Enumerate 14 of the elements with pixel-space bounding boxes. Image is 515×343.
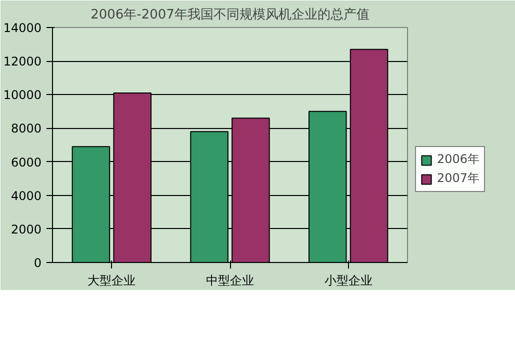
chart-title: 2006年-2007年我国不同规模风机企业的总产值 bbox=[90, 8, 370, 22]
y-tick-label: 0 bbox=[34, 256, 42, 270]
x-tick-label: 小型企业 bbox=[324, 274, 372, 288]
y-tick-label: 12000 bbox=[3, 54, 42, 69]
y-tick-label: 2000 bbox=[10, 222, 42, 236]
x-tick-label: 大型企业 bbox=[88, 274, 136, 288]
y-tick-label: 10000 bbox=[3, 88, 42, 102]
legend-label: 2007年 bbox=[437, 170, 480, 187]
y-tick-label: 14000 bbox=[3, 21, 42, 35]
y-tick-label: 4000 bbox=[10, 188, 42, 203]
y-tick-label: 6000 bbox=[10, 155, 42, 170]
y-tick-label: 8000 bbox=[10, 122, 42, 136]
x-tick-label: 中型企业 bbox=[206, 274, 254, 288]
legend-label: 2006年 bbox=[437, 151, 480, 168]
